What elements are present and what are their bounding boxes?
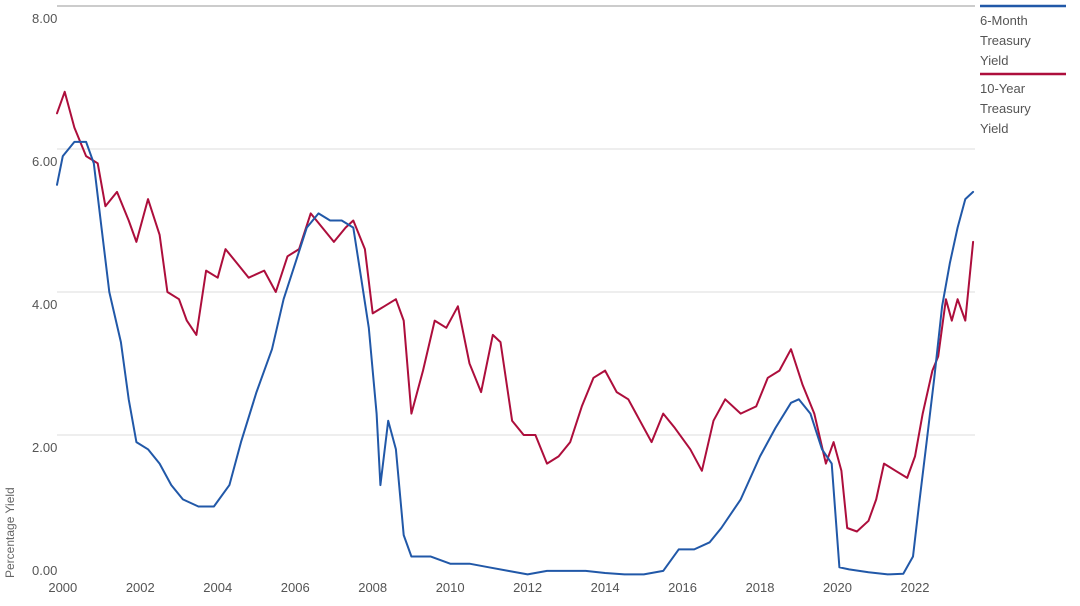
y-tick-label: 0.00 (32, 563, 57, 578)
grid-lines (57, 5, 975, 436)
x-tick-label: 2016 (668, 580, 697, 595)
x-tick-label: 2008 (358, 580, 387, 595)
y-axis-label: Percentage Yield (3, 487, 17, 578)
y-tick-label: 2.00 (32, 440, 57, 455)
x-tick-label: 2020 (823, 580, 852, 595)
x-tick-label: 2018 (746, 580, 775, 595)
y-tick-label: 8.00 (32, 11, 57, 26)
x-tick-label: 2000 (48, 580, 77, 595)
x-tick-label: 2022 (901, 580, 930, 595)
y-tick-label: 4.00 (32, 297, 57, 312)
y-tick-label: 6.00 (32, 154, 57, 169)
x-tick-label: 2006 (281, 580, 310, 595)
legend-label: 10-Year Treasury Yield (980, 81, 1031, 136)
series-line-6-month (56, 140, 975, 576)
y-axis-ticks: 0.00 2.00 4.00 6.00 8.00 (32, 11, 57, 578)
x-tick-label: 2012 (513, 580, 542, 595)
legend: 6-Month Treasury Yield 10-Year Treasury Yield (980, 4, 1066, 136)
x-tick-label: 2010 (436, 580, 465, 595)
x-tick-label: 2002 (126, 580, 155, 595)
series-lines (56, 90, 975, 576)
legend-label: 6-Month Treasury Yield (980, 13, 1031, 68)
series-line-10-year (56, 90, 975, 533)
x-tick-label: 2004 (203, 580, 232, 595)
x-axis-ticks: 2000 2002 2004 2006 2008 2010 2012 2014 2016 2018… (48, 580, 929, 595)
x-tick-label: 2014 (591, 580, 620, 595)
